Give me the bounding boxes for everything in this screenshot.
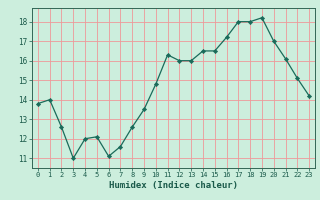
X-axis label: Humidex (Indice chaleur): Humidex (Indice chaleur)	[109, 181, 238, 190]
